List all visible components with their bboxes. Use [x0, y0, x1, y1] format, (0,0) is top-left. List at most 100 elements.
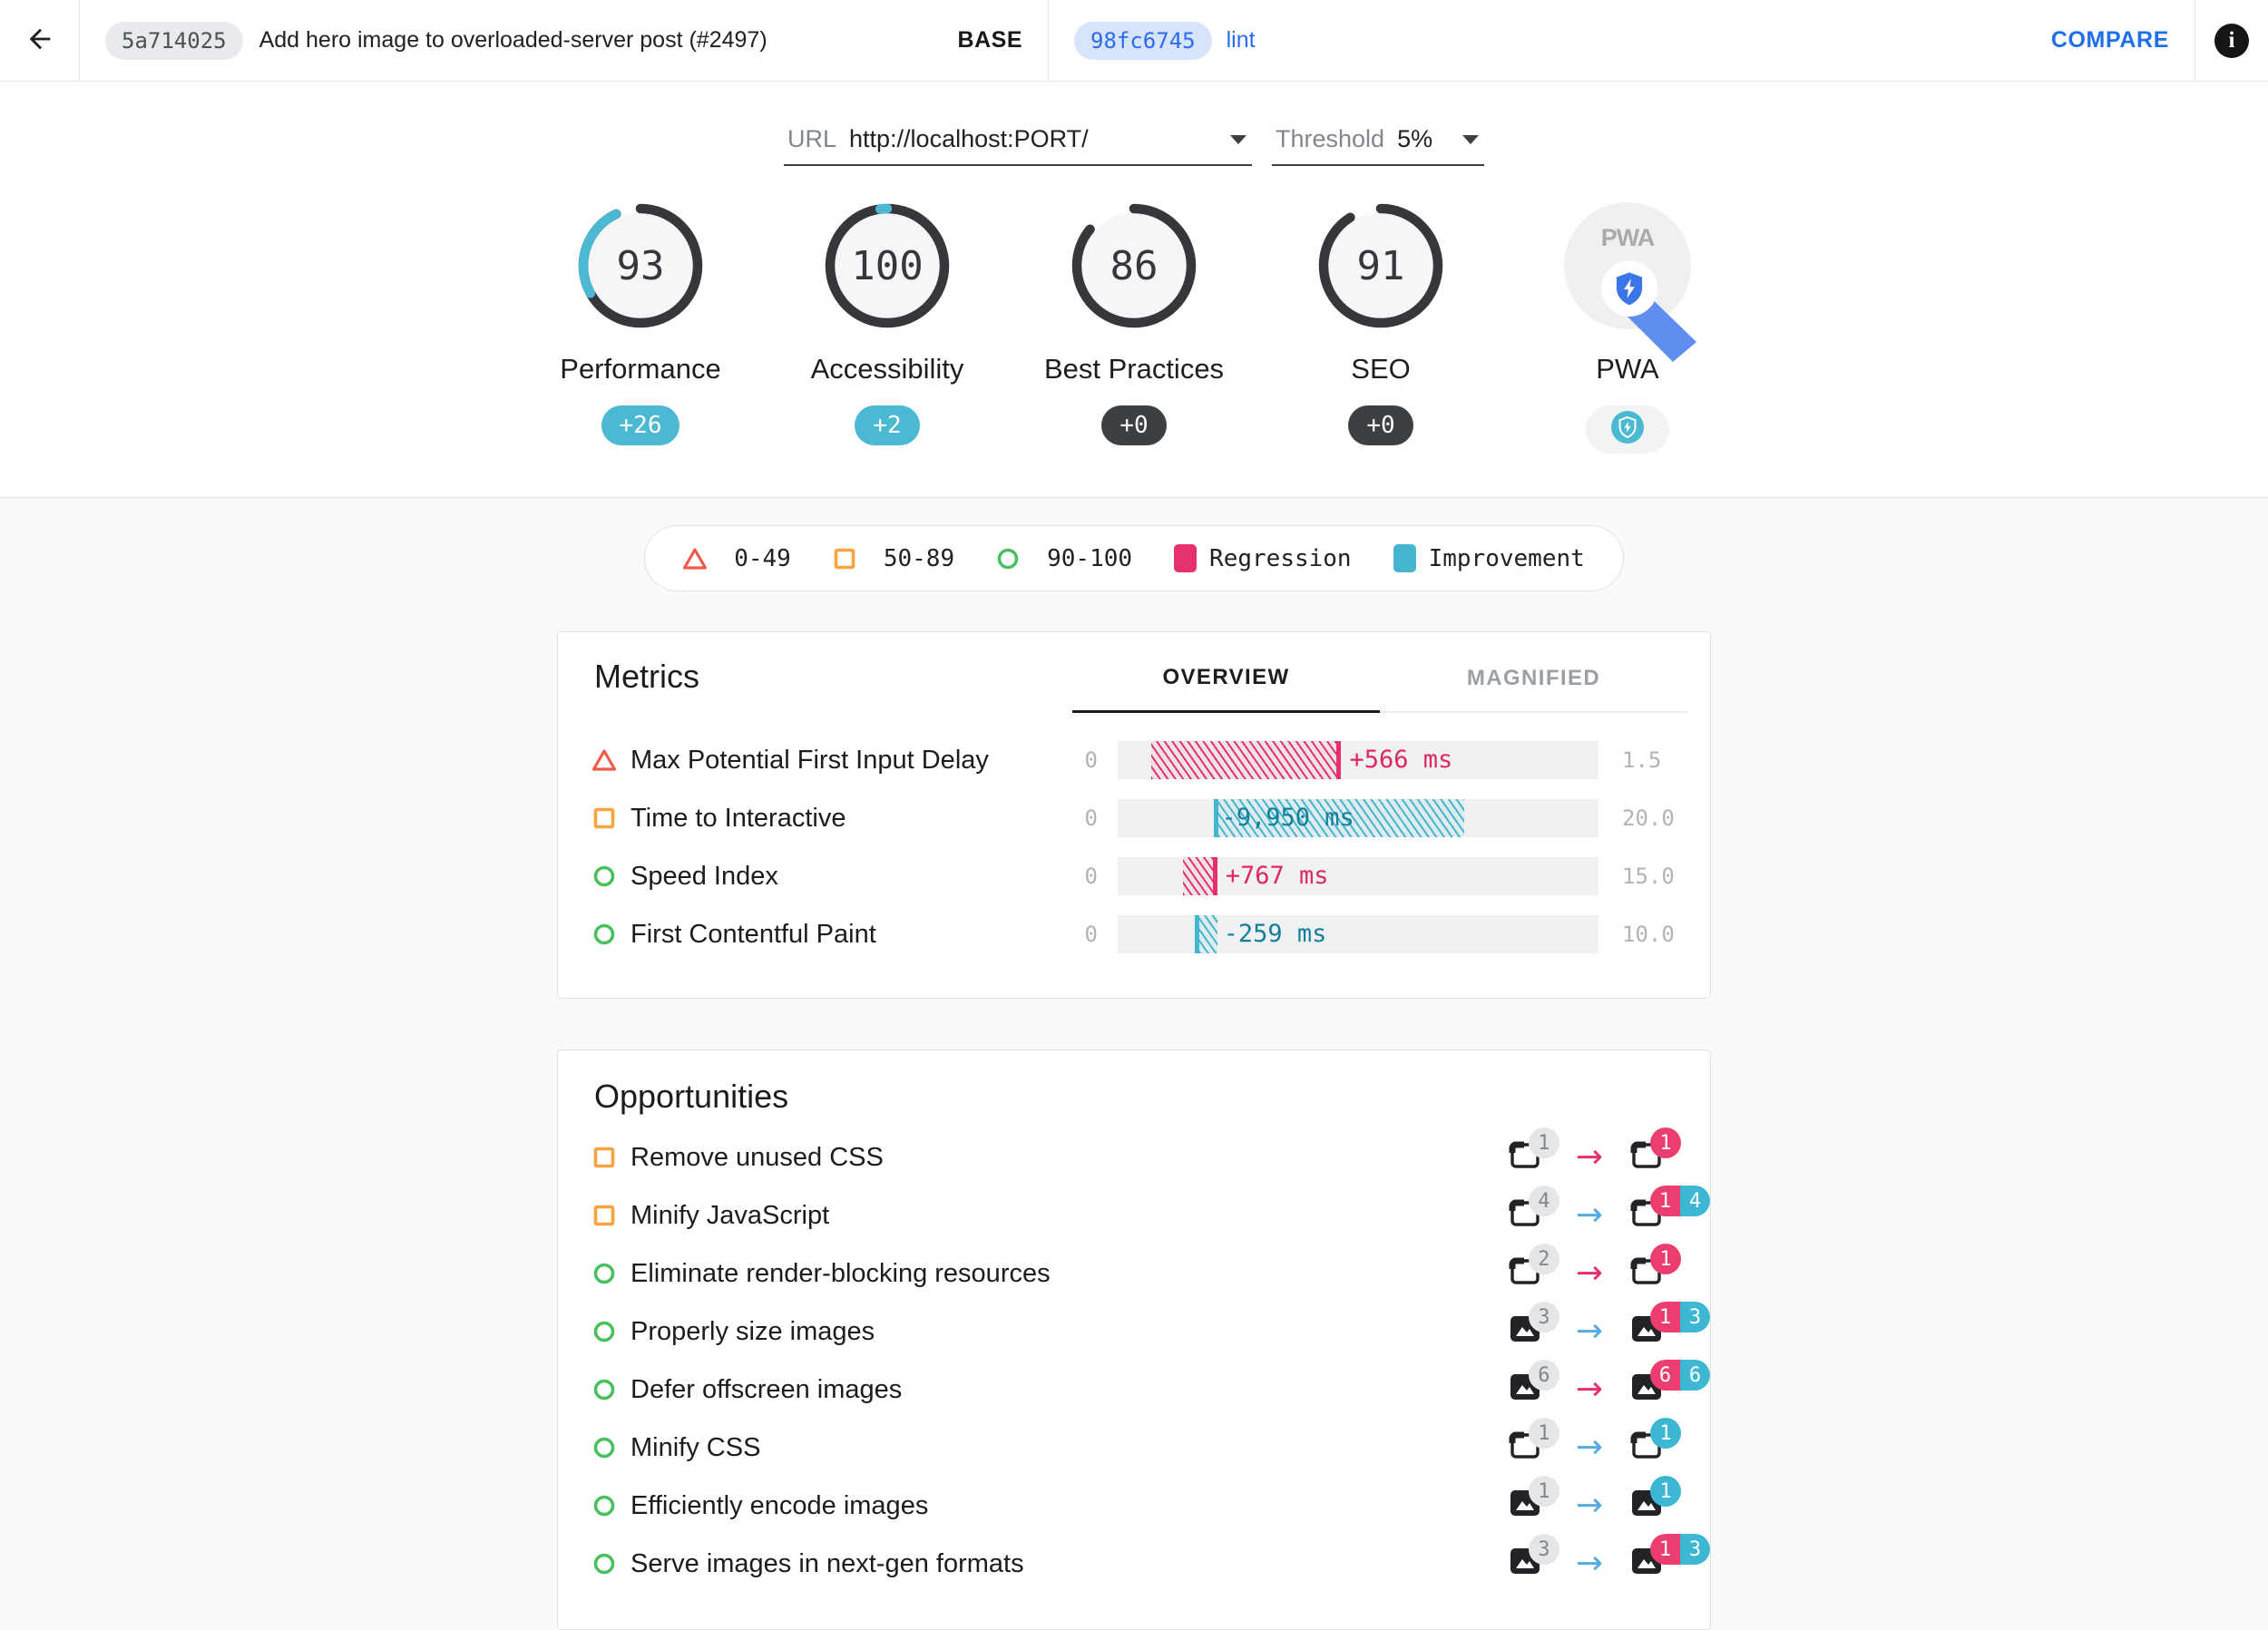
metric-row: Time to Interactive 0 -9,950 ms 20.0: [558, 789, 1710, 847]
opportunity-label: Defer offscreen images: [631, 1374, 903, 1404]
metric-bar: [1194, 915, 1218, 953]
metric-delta-value: -259 ms: [1223, 920, 1327, 948]
back-button[interactable]: [0, 0, 80, 81]
score-legend: 0-49 50-89 90-100 Regression Improvement: [644, 525, 1624, 591]
base-build-section: 5a714025 Add hero image to overloaded-se…: [80, 0, 1049, 81]
opportunity-label: Properly size images: [631, 1316, 875, 1346]
opportunity-row[interactable]: Remove unused CSS 1 → 1: [558, 1127, 1710, 1186]
opportunity-label: Serve images in next-gen formats: [631, 1548, 1024, 1578]
base-resource-icon: 2: [1509, 1244, 1559, 1292]
score-label: SEO: [1351, 353, 1411, 385]
regression-count-badge: 1: [1650, 1244, 1681, 1274]
score-delta-badge: +0: [1101, 405, 1167, 445]
gauge-performance: 93 Performance +26: [517, 202, 764, 454]
metric-bar-track: +767 ms: [1118, 857, 1598, 895]
opportunity-row[interactable]: Properly size images 3 → 1 3: [558, 1302, 1710, 1361]
opportunity-row[interactable]: Efficiently encode images 1 → 1: [558, 1476, 1710, 1535]
opportunity-label: Minify JavaScript: [631, 1200, 830, 1230]
opportunities-card: Opportunities Remove unused CSS 1 → 1: [557, 1049, 1711, 1630]
diff-count-badge: 1 3: [1650, 1302, 1710, 1332]
base-hash-chip[interactable]: 5a714025: [105, 21, 243, 60]
base-label: BASE: [957, 27, 1022, 53]
opportunity-label: Remove unused CSS: [631, 1142, 884, 1172]
threshold-label: Threshold: [1276, 125, 1385, 152]
compare-resource-icon: 1 3: [1630, 1534, 1710, 1582]
base-count-badge: 2: [1528, 1244, 1559, 1274]
metric-min: 0: [1084, 922, 1098, 947]
pwa-shield-icon: [1601, 260, 1657, 317]
metric-max: 15.0: [1622, 864, 1675, 889]
legend-average: 50-89: [833, 545, 954, 572]
opportunity-row[interactable]: Serve images in next-gen formats 3 → 1 3: [558, 1534, 1710, 1593]
compare-resource-icon: 1: [1630, 1244, 1681, 1292]
score-delta-badge: +0: [1348, 405, 1413, 445]
gauge-ring: [1318, 203, 1443, 328]
metric-label: Time to Interactive: [631, 803, 846, 833]
score-delta-badge: +26: [601, 405, 680, 445]
metric-bar-track: -259 ms: [1118, 915, 1598, 953]
improvement-swatch-icon: [1393, 544, 1416, 572]
compare-hash-chip[interactable]: 98fc6745: [1074, 21, 1212, 60]
metric-max: 20.0: [1622, 805, 1675, 831]
base-count-badge: 3: [1528, 1534, 1559, 1565]
base-resource-icon: 4: [1509, 1186, 1559, 1234]
metrics-tabs: OVERVIEW MAGNIFIED: [1072, 632, 1687, 713]
metric-delta-value: +566 ms: [1349, 746, 1453, 774]
metric-delta-value: +767 ms: [1225, 862, 1329, 890]
score-gauges: 93 Performance +26 100 Accessibility +2: [0, 202, 2268, 454]
base-count-badge: 1: [1528, 1476, 1559, 1507]
score-label: Best Practices: [1043, 353, 1225, 385]
base-count-badge: 1: [1528, 1418, 1559, 1449]
pass-circle-icon: [593, 1379, 615, 1401]
compare-button[interactable]: COMPARE: [2050, 27, 2169, 53]
regression-count-badge: 1: [1650, 1127, 1681, 1158]
metric-bar-track: -9,950 ms: [1118, 799, 1598, 837]
score-value: 93: [616, 242, 665, 289]
score-label: PWA: [1596, 353, 1659, 385]
chevron-down-icon: [1462, 134, 1479, 144]
base-resource-icon: 1: [1509, 1418, 1559, 1466]
arrow-right-icon: →: [1575, 1313, 1603, 1350]
average-square-icon: [593, 1205, 615, 1226]
info-icon[interactable]: i: [2214, 23, 2249, 58]
threshold-select[interactable]: Threshold 5%: [1272, 120, 1484, 166]
pwa-shield-small-icon: [1611, 411, 1644, 448]
regression-swatch-icon: [1174, 544, 1198, 572]
diff-count-badge: 1 3: [1650, 1534, 1710, 1565]
opportunity-label: Eliminate render-blocking resources: [631, 1258, 1051, 1288]
base-resource-icon: 1: [1509, 1476, 1559, 1524]
compare-build-section: 98fc6745 lint COMPARE: [1049, 0, 2195, 81]
summary-section: URL http://localhost:PORT/ Threshold 5% …: [0, 82, 2268, 498]
fail-triangle-icon: [592, 749, 616, 771]
tab-overview[interactable]: OVERVIEW: [1072, 632, 1380, 713]
opportunity-row[interactable]: Minify CSS 1 → 1: [558, 1418, 1710, 1477]
opportunity-row[interactable]: Defer offscreen images 6 → 6 6: [558, 1360, 1710, 1419]
tab-magnified[interactable]: MAGNIFIED: [1380, 632, 1687, 713]
improvement-count-badge: 1: [1650, 1476, 1681, 1507]
metric-delta-value: -9,950 ms: [1221, 804, 1354, 832]
gauge-ring: [578, 203, 703, 328]
opportunity-row[interactable]: Eliminate render-blocking resources 2 → …: [558, 1244, 1710, 1303]
opportunity-label: Efficiently encode images: [631, 1490, 929, 1520]
base-count-badge: 1: [1528, 1127, 1559, 1158]
pass-circle-icon: [593, 1321, 615, 1342]
legend-improvement: Improvement: [1393, 544, 1585, 572]
diff-count-badge: 6 6: [1650, 1360, 1710, 1391]
metric-label: First Contentful Paint: [631, 919, 876, 949]
compare-resource-icon: 1: [1630, 1127, 1681, 1176]
arrow-right-icon: →: [1575, 1545, 1603, 1582]
app-header: 5a714025 Add hero image to overloaded-se…: [0, 0, 2268, 82]
gauge-seo: 91 SEO +0: [1257, 202, 1504, 454]
pass-circle-icon: [593, 1437, 615, 1459]
metric-bar: [1182, 857, 1218, 895]
base-commit-title: Add hero image to overloaded-server post…: [259, 27, 767, 53]
score-label: Accessibility: [810, 353, 964, 385]
legend-regression: Regression: [1174, 544, 1352, 572]
score-value: 100: [851, 242, 924, 289]
arrow-right-icon: →: [1575, 1371, 1603, 1408]
pass-circle-icon: [997, 548, 1019, 569]
pass-circle-icon: [593, 923, 615, 945]
average-square-icon: [593, 1147, 615, 1168]
opportunity-row[interactable]: Minify JavaScript 4 → 1 4: [558, 1186, 1710, 1244]
url-select[interactable]: URL http://localhost:PORT/: [784, 120, 1252, 166]
